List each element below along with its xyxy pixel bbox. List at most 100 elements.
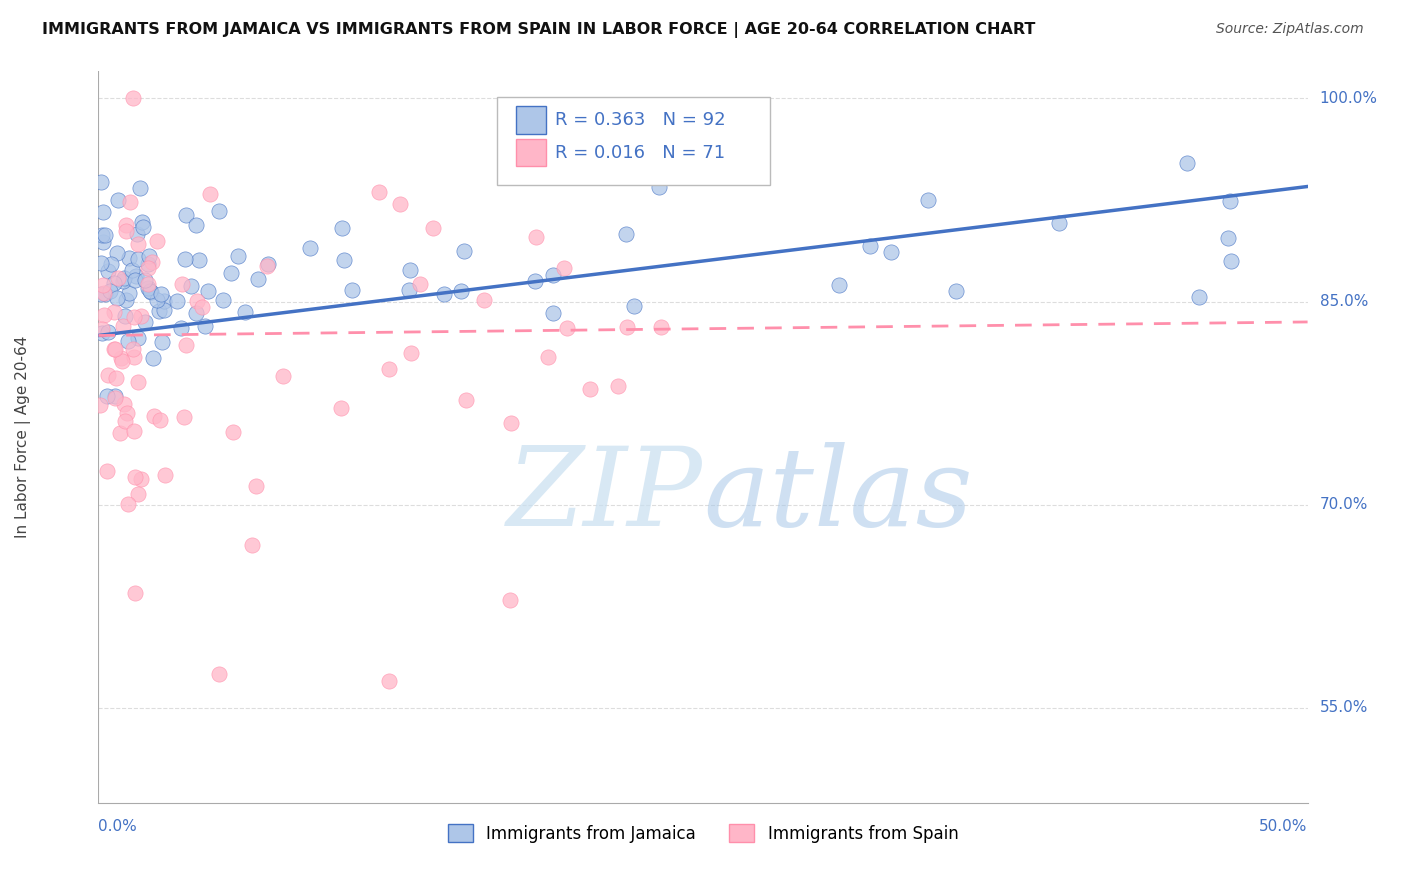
Point <box>472 293 495 307</box>
Point <box>120 195 142 210</box>
Point <box>124 586 146 600</box>
Point <box>103 277 125 291</box>
Point <box>498 592 520 607</box>
Point <box>650 319 672 334</box>
Bar <box>516 138 546 167</box>
Point <box>138 261 160 276</box>
Point <box>917 193 939 207</box>
Point <box>945 284 967 298</box>
Point <box>377 362 399 376</box>
Point <box>330 401 353 416</box>
Point <box>226 250 249 264</box>
Point <box>110 425 132 440</box>
Point <box>174 208 197 222</box>
Point <box>115 406 138 420</box>
Point <box>112 397 135 411</box>
Text: R = 0.016   N = 71: R = 0.016 N = 71 <box>555 144 725 161</box>
Point <box>579 382 602 396</box>
Point <box>114 309 136 323</box>
Point <box>256 259 278 273</box>
Point <box>543 268 565 282</box>
Point <box>298 241 321 255</box>
Point <box>115 224 138 238</box>
Point <box>107 193 129 207</box>
Point <box>124 424 146 438</box>
Text: atlas: atlas <box>703 442 973 549</box>
Point <box>114 414 136 428</box>
Point <box>194 319 217 334</box>
Point <box>124 273 146 287</box>
Point <box>208 667 231 681</box>
Point <box>149 413 172 427</box>
Point <box>96 464 118 478</box>
Point <box>93 286 115 301</box>
Point <box>100 285 122 299</box>
Point <box>454 393 477 408</box>
Point <box>118 286 141 301</box>
Point <box>91 278 114 293</box>
Point <box>208 204 231 219</box>
Point <box>166 293 188 308</box>
Point <box>105 245 128 260</box>
Text: 100.0%: 100.0% <box>1320 91 1378 106</box>
Point <box>129 309 152 323</box>
Point <box>409 277 432 292</box>
Legend: Immigrants from Jamaica, Immigrants from Spain: Immigrants from Jamaica, Immigrants from… <box>441 818 965 849</box>
Point <box>1218 230 1240 244</box>
Point <box>235 305 257 319</box>
Point <box>245 479 267 493</box>
Point <box>524 230 547 244</box>
Point <box>122 342 145 356</box>
Point <box>117 334 139 349</box>
Point <box>97 325 120 339</box>
Point <box>880 245 903 260</box>
Point <box>186 293 208 308</box>
Point <box>129 471 152 485</box>
Point <box>340 283 363 297</box>
Point <box>127 236 149 251</box>
Point <box>148 304 170 318</box>
Point <box>94 287 117 301</box>
Point <box>139 285 162 299</box>
Point <box>122 351 145 365</box>
Point <box>138 257 160 271</box>
Point <box>330 220 353 235</box>
Text: IMMIGRANTS FROM JAMAICA VS IMMIGRANTS FROM SPAIN IN LABOR FORCE | AGE 20-64 CORR: IMMIGRANTS FROM JAMAICA VS IMMIGRANTS FR… <box>42 22 1036 38</box>
Point <box>1047 215 1070 229</box>
Point <box>555 321 578 335</box>
Point <box>91 235 114 250</box>
Point <box>398 263 420 277</box>
Text: 50.0%: 50.0% <box>1260 819 1308 834</box>
Point <box>184 306 207 320</box>
Text: 70.0%: 70.0% <box>1320 498 1368 512</box>
Point <box>146 293 169 308</box>
Point <box>94 227 117 242</box>
Point <box>134 273 156 287</box>
Point <box>188 252 211 267</box>
Point <box>240 538 263 552</box>
Point <box>138 249 160 263</box>
Point <box>107 271 129 285</box>
Point <box>121 263 143 277</box>
Point <box>333 253 356 268</box>
Point <box>117 498 139 512</box>
Point <box>104 389 127 403</box>
Point <box>399 345 422 359</box>
Point <box>616 319 638 334</box>
Point <box>136 281 159 295</box>
Point <box>104 392 127 406</box>
Point <box>150 334 173 349</box>
Point <box>450 284 472 298</box>
Point <box>93 309 115 323</box>
Point <box>134 315 156 329</box>
Point <box>100 257 122 271</box>
Point <box>377 673 399 688</box>
Point <box>127 376 149 390</box>
Point <box>1188 290 1211 304</box>
Point <box>90 227 112 242</box>
Text: Source: ZipAtlas.com: Source: ZipAtlas.com <box>1216 22 1364 37</box>
Point <box>136 277 159 291</box>
Point <box>90 175 112 189</box>
Point <box>170 320 193 334</box>
Point <box>648 180 671 194</box>
